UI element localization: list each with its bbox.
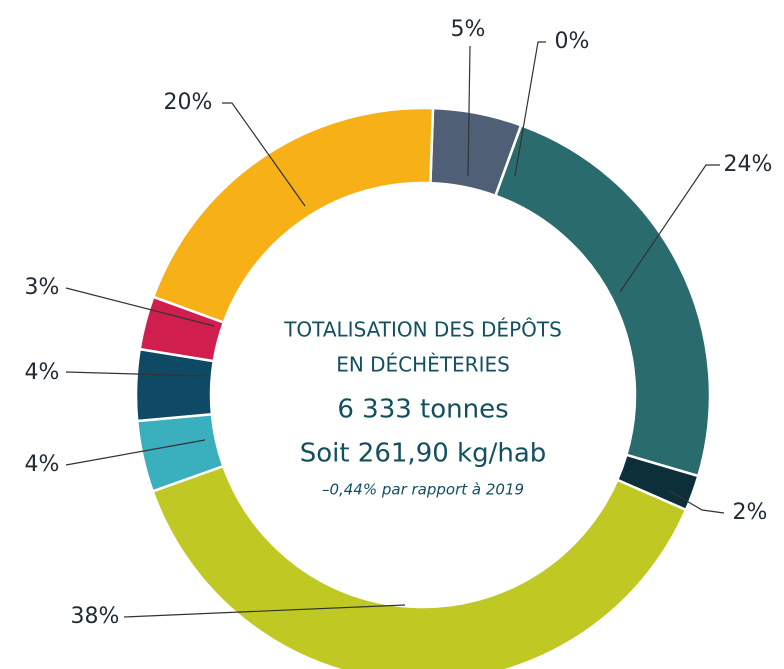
slice-label: 5% — [451, 17, 486, 42]
leader-line — [222, 102, 306, 207]
center-title: TOTALISATION DES DÉPÔTS — [283, 318, 562, 342]
slices — [134, 106, 712, 669]
leader-line — [65, 371, 206, 377]
leaders — [65, 41, 725, 618]
leader-line — [667, 489, 725, 514]
leader-line — [65, 439, 206, 466]
leader-line — [123, 604, 406, 618]
slice — [493, 123, 712, 478]
slice-label: 4% — [25, 360, 60, 385]
center-total: 6 333 tonnes — [337, 395, 508, 425]
center-title: EN DÉCHÈTERIES — [336, 353, 510, 377]
slice — [151, 106, 435, 325]
slice-label: 20% — [164, 90, 213, 115]
center-per-capita: Soit 261,90 kg/hab — [300, 439, 547, 469]
slice — [151, 464, 688, 669]
slice-label: 38% — [71, 604, 120, 629]
slice-label: 24% — [724, 152, 773, 177]
slice-label: 3% — [25, 275, 60, 300]
leader-line — [619, 164, 720, 293]
slice-label: 0% — [555, 29, 590, 54]
leader-line — [467, 45, 471, 177]
slice-label: 4% — [25, 452, 60, 477]
leader-line — [514, 41, 546, 177]
leader-line — [65, 287, 215, 327]
slice-label: 2% — [733, 500, 768, 525]
center-change: –0,44% par rapport à 2019 — [322, 481, 524, 499]
